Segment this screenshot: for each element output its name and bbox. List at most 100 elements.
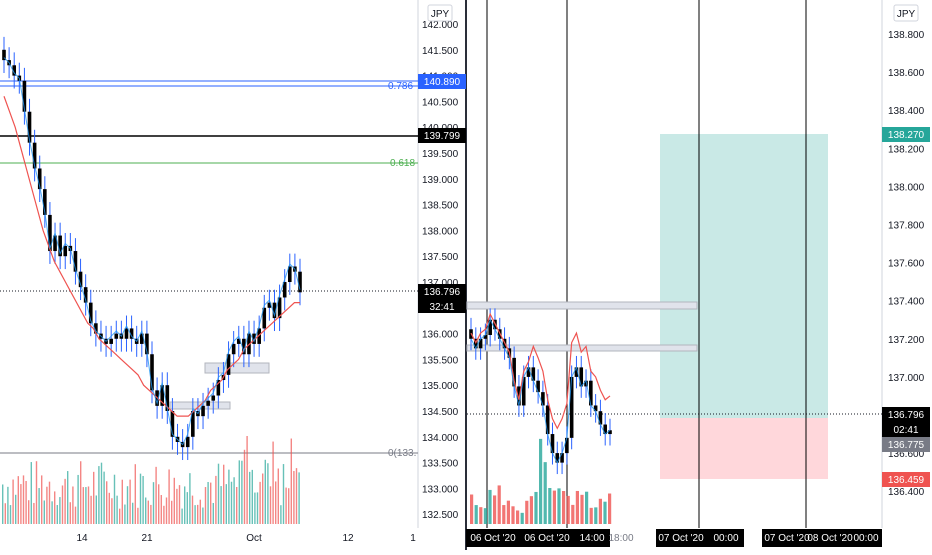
candle-body (12, 65, 17, 76)
right-volume-bar (470, 494, 474, 524)
right-entry-price-tag (882, 437, 930, 452)
left-y-tick: 132.500 (422, 510, 459, 521)
right-volume-bar (580, 494, 584, 524)
volume-bar (46, 486, 48, 524)
volume-bar (251, 469, 253, 524)
volume-bar (236, 486, 238, 524)
volume-bar (7, 486, 9, 524)
right-volume-bar (552, 490, 556, 524)
volume-bar (25, 480, 27, 524)
candle-body (2, 49, 6, 61)
fib-0-label: 0(133. (388, 448, 416, 459)
right-candle-body (608, 430, 612, 435)
right-volume-bar (562, 491, 566, 524)
volume-bar (171, 500, 173, 524)
volume-bar (280, 505, 282, 524)
left-plot-area[interactable] (0, 0, 418, 528)
right-countdown-tag (882, 422, 930, 437)
volume-bar (230, 481, 233, 524)
volume-bar (69, 502, 71, 524)
volume-bar (111, 498, 113, 524)
left-y-tick: 134.000 (422, 433, 459, 444)
right-countdown-text: 02:41 (893, 425, 918, 436)
volume-bar (51, 501, 53, 524)
right-stop-price-text: 136.459 (888, 475, 925, 486)
volume-bar (225, 484, 227, 524)
volume-bar (95, 495, 97, 524)
volume-bar (90, 495, 92, 524)
right-currency-badge[interactable] (893, 4, 919, 22)
left-currency-label: JPY (431, 9, 450, 20)
volume-bar (259, 481, 261, 524)
left-chart-layer: 142.000141.500141.000140.500140.000139.5… (0, 20, 459, 544)
right-volume-bar (520, 512, 524, 524)
right-y-tick: 137.600 (888, 259, 925, 270)
volume-bar (223, 464, 225, 524)
volume-bar (35, 461, 38, 524)
volume-bar (158, 484, 160, 524)
left-fib-price-tag (418, 74, 466, 89)
candle-body (282, 282, 287, 298)
volume-bar (298, 472, 300, 524)
volume-bar (160, 495, 162, 524)
left-y-tick: 138.000 (422, 226, 459, 237)
take-profit-zone (660, 134, 828, 418)
volume-bar (132, 502, 134, 524)
candle-body (191, 411, 195, 437)
left-x-tick: 12 (342, 533, 354, 544)
time-label-6: 00:00 (713, 533, 738, 544)
volume-bar (155, 466, 157, 524)
volume-bar (56, 505, 58, 524)
right-y-tick: 136.600 (888, 449, 925, 460)
candle-body (298, 271, 302, 293)
candle-body (257, 328, 261, 344)
moving-average-line (3, 96, 300, 417)
right-volume-bar (493, 495, 497, 524)
right-candle-body (531, 367, 536, 381)
left-level-price-text: 139.799 (424, 131, 461, 142)
left-y-tick: 141.500 (422, 46, 459, 57)
candle-body (145, 333, 149, 355)
left-level-price-tag (418, 128, 466, 143)
right-volume-bar (511, 506, 515, 524)
left-y-tick: 136.000 (422, 330, 459, 341)
left-currency-badge[interactable] (427, 4, 453, 22)
volume-bar (217, 463, 220, 524)
volume-bar (290, 438, 292, 524)
volume-bar (139, 473, 142, 524)
left-y-tick: 138.500 (422, 201, 459, 212)
right-candle-body (550, 434, 555, 454)
right-y-tick: 137.200 (888, 335, 925, 346)
right-y-tick: 138.000 (888, 182, 925, 193)
candle-body (170, 411, 175, 437)
volume-bar (41, 475, 43, 524)
volume-bar (22, 475, 25, 524)
right-candle-body (589, 380, 593, 406)
volume-bar (199, 499, 201, 524)
volume-bar (264, 459, 266, 524)
fib-0786-label: 0.786 (388, 81, 413, 92)
volume-bar (238, 460, 240, 524)
volume-bar (85, 487, 87, 524)
volume-bar (147, 500, 149, 524)
volume-bar (103, 471, 105, 524)
right-volume-bar (488, 489, 492, 524)
volume-bar (113, 474, 116, 524)
volume-bar (17, 476, 19, 524)
candle-body (22, 80, 27, 112)
volume-bar (176, 488, 178, 524)
right-candle-body (526, 367, 531, 377)
candle-body (53, 235, 57, 252)
right-currency-label: JPY (897, 9, 916, 20)
ema-line (3, 57, 301, 446)
right-volume-bar (516, 510, 520, 524)
volume-bar (194, 505, 196, 524)
right-candle-body (598, 411, 603, 425)
time-label-7: 07 Oct '20 (764, 533, 810, 544)
volume-bar (249, 471, 251, 524)
left-time-axis[interactable] (0, 528, 466, 550)
candle-body (129, 328, 134, 339)
candle-body (48, 214, 52, 252)
volume-bar (137, 507, 139, 524)
volume-bar (254, 492, 256, 524)
